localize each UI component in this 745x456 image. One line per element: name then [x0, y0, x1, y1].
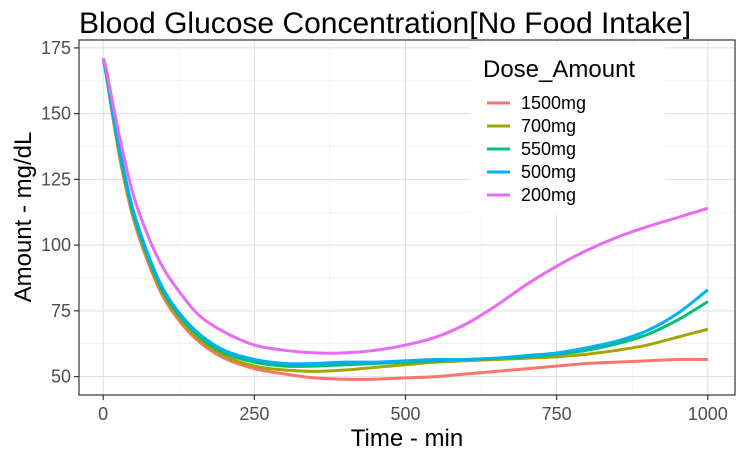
- x-tick-label: 250: [239, 404, 269, 424]
- x-tick-label: 500: [390, 404, 420, 424]
- plot-border: [78, 39, 736, 396]
- y-tick-label: 125: [41, 169, 71, 189]
- y-tick-label: 100: [41, 235, 71, 255]
- legend-title: Dose_Amount: [483, 56, 635, 83]
- legend-label-500mg: 500mg: [521, 162, 576, 182]
- series-line-200mg: [101, 57, 709, 355]
- legend-items: 1500mg 700mg 550mg 500mg 200mg: [487, 93, 586, 205]
- y-axis-title: Amount - mg/dL: [10, 132, 37, 303]
- legend: Dose_Amount 1500mg 700mg 550mg 500mg 200mg: [470, 45, 665, 215]
- y-tick-label: 75: [51, 301, 71, 321]
- legend-background: [470, 45, 665, 215]
- legend-label-700mg: 700mg: [521, 116, 576, 136]
- legend-label-550mg: 550mg: [521, 139, 576, 159]
- x-tick-label: 0: [98, 404, 108, 424]
- x-tick-label: 750: [542, 404, 572, 424]
- y-axis: 50 75 100 125 150 175: [41, 38, 79, 387]
- x-axis-title: Time - min: [351, 425, 463, 452]
- legend-label-1500mg: 1500mg: [521, 93, 586, 113]
- y-tick-label: 150: [41, 104, 71, 124]
- y-tick-label: 175: [41, 38, 71, 58]
- chart-title: Blood Glucose Concentration[No Food Inta…: [79, 7, 691, 40]
- y-tick-label: 50: [51, 367, 71, 387]
- legend-label-200mg: 200mg: [521, 185, 576, 205]
- x-axis: 0 250 500 750 1000: [98, 395, 728, 424]
- series-line-500mg: [101, 58, 709, 366]
- series-layer: [101, 57, 709, 381]
- x-tick-label: 1000: [688, 404, 728, 424]
